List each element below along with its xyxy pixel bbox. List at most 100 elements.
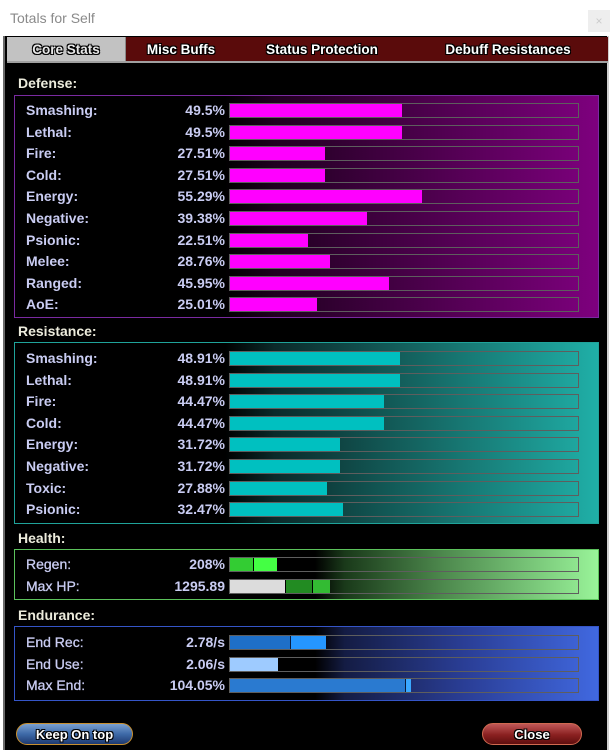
endurance-row: Max End: 104.05% [15,674,600,696]
endurance-bar-segment [405,679,406,693]
defense-label: Melee: [26,253,70,270]
resistance-bar [229,459,579,474]
defense-value: 39.38% [177,210,225,226]
defense-bar [229,167,579,183]
health-bar-segment [312,579,313,593]
defense-value: 55.29% [177,188,225,205]
defense-value: 45.95% [177,274,225,291]
endurance-bar-segment [406,679,411,693]
defense-bar [229,189,579,205]
defense-value: 27.51% [177,166,225,183]
endurance-bar-segment [290,636,291,649]
keep-on-top-button[interactable]: Keep On top [16,723,133,745]
health-bar [229,578,579,594]
defense-bar-fill [230,125,402,139]
defense-bar-fill [230,233,309,247]
defense-bar [229,146,579,162]
resistance-row: Fire: 44.47% [15,390,600,412]
resistance-row: Toxic: 27.88% [15,477,600,499]
health-panel: Regen: 208% Max HP: 1295.89 [14,549,599,600]
title-bar: Totals for Self × [0,0,612,36]
endurance-value: 2.06/s [186,655,225,672]
health-label: Max HP: [26,577,80,594]
resistance-bar-fill [230,438,341,452]
resistance-bar [229,415,579,431]
resistance-bar-fill [230,373,400,387]
defense-value: 25.01% [177,296,225,313]
defense-bar [229,103,579,118]
defense-bar-fill [230,190,422,204]
endurance-bar-segment [291,636,326,649]
resistance-row: Smashing: 48.91% [15,347,600,369]
resistance-bar-fill [230,395,385,409]
defense-bar [229,254,579,270]
health-bar-segment [253,558,254,571]
endurance-bar [229,635,579,650]
tab-debuff-resistances[interactable]: Debuff Resistances [445,41,571,57]
defense-label: Cold: [26,166,62,183]
resistance-bar-fill [230,416,385,430]
defense-bar [229,275,579,291]
defense-label: Psionic: [26,231,81,248]
resistance-bar-fill [230,503,343,517]
resistance-panel: Smashing: 48.91% Lethal: 48.91% Fire: 44.47% C… [14,342,599,524]
resistance-value: 44.47% [177,414,225,431]
close-icon[interactable]: × [588,10,610,32]
health-label: Regen: [26,556,72,572]
resistance-value: 44.47% [177,393,225,410]
resistance-value: 48.91% [177,371,225,388]
resistance-bar [229,437,579,453]
close-button[interactable]: Close [482,723,582,745]
endurance-bar-segment [230,657,278,671]
resistance-label: Psionic: [26,501,81,518]
resistance-value: 27.88% [177,479,225,496]
defense-row: Negative: 39.38% [15,207,600,229]
resistance-label: Cold: [26,414,62,431]
defense-bar [229,297,579,313]
defense-label: Lethal: [26,123,72,140]
tab-status-protection[interactable]: Status Protection [266,41,378,57]
defense-panel: Smashing: 49.5% Lethal: 49.5% Fire: 27.51% Col… [14,95,599,318]
defense-bar-fill [230,104,402,117]
endurance-value: 104.05% [169,677,225,694]
defense-value: 28.76% [177,253,225,270]
tab-core-stats[interactable]: Core Stats [7,37,126,61]
endurance-panel: End Rec: 2.78/s End Use: 2.06/s Max End: 104.… [14,626,599,701]
defense-row: Cold: 27.51% [15,164,600,186]
defense-label: Fire: [26,145,57,162]
defense-bar-fill [230,298,317,312]
health-bar-segment [313,579,330,593]
defense-row: AoE: 25.01% [15,293,600,315]
tab-misc-buffs[interactable]: Misc Buffs [146,41,216,57]
defense-bar-fill [230,147,326,161]
defense-row: Psionic: 22.51% [15,229,600,251]
resistance-bar-fill [230,460,341,473]
endurance-row: End Use: 2.06/s [15,653,600,675]
defense-row: Lethal: 49.5% [15,121,600,143]
defense-bar-fill [230,212,367,225]
health-bar [229,557,579,572]
defense-bar [229,232,579,248]
resistance-row: Psionic: 32.47% [15,498,600,520]
defense-label: Ranged: [26,274,82,291]
resistance-bar [229,502,579,518]
resistance-label: Lethal: [26,371,72,388]
health-value: 1295.89 [174,577,225,594]
endurance-bar-segment [230,636,290,649]
health-bar-segment [230,579,285,593]
resistance-value: 31.72% [177,436,225,453]
tab-bar: Core Stats Misc Buffs Status Protection … [7,37,608,63]
endurance-label: End Rec: [26,634,84,650]
defense-value: 22.51% [177,231,225,248]
defense-value: 27.51% [177,145,225,162]
totals-window: Core Stats Misc Buffs Status Protection … [3,36,609,750]
resistance-bar [229,480,579,496]
endurance-label: Max End: [26,677,86,694]
defense-row: Ranged: 45.95% [15,272,600,294]
window-title: Totals for Self [10,10,95,26]
health-bar-segment [286,579,312,593]
resistance-bar-fill [230,481,327,495]
resistance-label: Energy: [26,436,79,453]
defense-heading: Defense: [18,75,78,91]
defense-value: 49.5% [185,123,225,140]
